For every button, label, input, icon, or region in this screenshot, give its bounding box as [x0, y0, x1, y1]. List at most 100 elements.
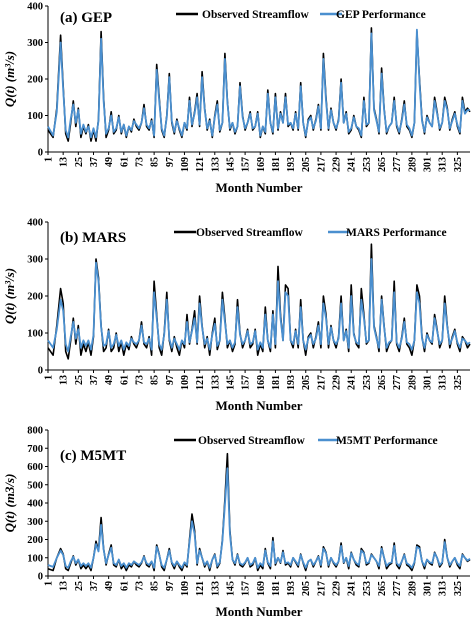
y-tick-label: 0 — [38, 572, 43, 583]
x-tick-label: 301 — [423, 581, 434, 596]
y-tick-label: 500 — [27, 480, 43, 491]
x-tick-label: 61 — [119, 375, 130, 385]
x-tick-label: 37 — [89, 375, 100, 385]
x-tick-label: 217 — [316, 375, 327, 390]
x-tick-label: 325 — [453, 581, 464, 596]
x-tick-label: 37 — [89, 157, 100, 167]
y-tick-label: 200 — [27, 535, 43, 546]
x-tick-label: 277 — [392, 581, 403, 596]
x-tick-label: 25 — [74, 157, 85, 167]
y-tick-label: 400 — [27, 218, 43, 229]
x-tick-label: 85 — [150, 375, 161, 385]
x-tick-label: 109 — [180, 581, 191, 596]
x-tick-label: 229 — [332, 581, 343, 596]
x-tick-label: 109 — [180, 375, 191, 390]
y-tick-label: 300 — [27, 38, 43, 49]
x-tick-label: 133 — [210, 375, 221, 390]
x-tick-label: 193 — [286, 157, 297, 172]
legend-entry: Observed Streamflow — [196, 227, 303, 239]
x-tick-label: 73 — [134, 157, 145, 167]
panel-title: (c) M5MT — [60, 448, 126, 464]
x-tick-label: 265 — [377, 157, 388, 172]
y-tick-label: 100 — [27, 329, 43, 340]
x-tick-label: 145 — [225, 375, 236, 390]
y-tick-label: 0 — [38, 366, 43, 377]
x-tick-label: 265 — [377, 375, 388, 390]
x-tick-label: 277 — [392, 375, 403, 390]
panel-title: (a) GEP — [60, 10, 112, 26]
x-tick-label: 25 — [74, 581, 85, 591]
x-tick-label: 85 — [150, 581, 161, 591]
legend-entry: GEP Performance — [336, 9, 426, 21]
x-tick-label: 73 — [134, 581, 145, 591]
x-tick-label: 121 — [195, 157, 206, 172]
x-tick-label: 325 — [453, 157, 464, 172]
x-tick-label: 193 — [286, 581, 297, 596]
y-axis-label: Q(t) (m³/s) — [2, 51, 17, 107]
x-tick-label: 313 — [438, 157, 449, 172]
x-tick-label: 97 — [165, 157, 176, 167]
y-tick-label: 0 — [38, 148, 43, 159]
x-tick-label: 73 — [134, 375, 145, 385]
y-axis-label: Q(t) (m3/s) — [2, 474, 17, 533]
x-tick-label: 205 — [301, 375, 312, 390]
x-tick-label: 97 — [165, 581, 176, 591]
x-tick-label: 193 — [286, 375, 297, 390]
x-tick-label: 205 — [301, 581, 312, 596]
x-tick-label: 265 — [377, 581, 388, 596]
x-tick-label: 85 — [150, 157, 161, 167]
x-tick-label: 145 — [225, 581, 236, 596]
panel-title: (b) MARS — [60, 230, 126, 246]
x-axis-label: Month Number — [215, 180, 302, 195]
x-tick-label: 313 — [438, 375, 449, 390]
x-tick-label: 1 — [44, 375, 55, 380]
x-tick-label: 301 — [423, 375, 434, 390]
x-tick-label: 121 — [195, 581, 206, 596]
x-tick-label: 121 — [195, 375, 206, 390]
x-tick-label: 25 — [74, 375, 85, 385]
x-tick-label: 61 — [119, 157, 130, 167]
x-tick-label: 217 — [316, 581, 327, 596]
y-tick-label: 700 — [27, 444, 43, 455]
x-tick-label: 181 — [271, 157, 282, 172]
x-tick-label: 253 — [362, 375, 373, 390]
x-tick-label: 181 — [271, 581, 282, 596]
x-tick-label: 289 — [407, 581, 418, 596]
x-tick-label: 325 — [453, 375, 464, 390]
y-tick-label: 200 — [27, 292, 43, 303]
series-line-model — [47, 28, 470, 139]
x-axis-label: Month Number — [215, 604, 302, 619]
x-tick-label: 253 — [362, 581, 373, 596]
legend-entry: Observed Streamflow — [202, 9, 309, 21]
x-tick-label: 1 — [44, 581, 55, 586]
x-tick-label: 157 — [241, 157, 252, 172]
x-tick-label: 133 — [210, 581, 221, 596]
y-tick-label: 100 — [27, 553, 43, 564]
x-tick-label: 289 — [407, 157, 418, 172]
x-tick-label: 241 — [347, 581, 358, 596]
x-tick-label: 277 — [392, 157, 403, 172]
x-tick-label: 169 — [256, 375, 267, 390]
x-tick-label: 157 — [241, 375, 252, 390]
x-tick-label: 169 — [256, 581, 267, 596]
y-tick-label: 100 — [27, 111, 43, 122]
x-tick-label: 181 — [271, 375, 282, 390]
x-tick-label: 109 — [180, 157, 191, 172]
y-tick-label: 400 — [27, 499, 43, 510]
x-tick-label: 229 — [332, 375, 343, 390]
x-tick-label: 169 — [256, 157, 267, 172]
series-line-model — [47, 467, 471, 569]
x-tick-label: 13 — [59, 581, 70, 591]
y-tick-label: 300 — [27, 255, 43, 266]
x-tick-label: 241 — [347, 375, 358, 390]
series-line-model — [47, 258, 471, 353]
legend-entry: MARS Performance — [346, 227, 447, 239]
x-tick-label: 313 — [438, 581, 449, 596]
x-tick-label: 157 — [241, 581, 252, 596]
x-tick-label: 217 — [316, 157, 327, 172]
x-tick-label: 13 — [59, 157, 70, 167]
x-tick-label: 289 — [407, 375, 418, 390]
x-tick-label: 13 — [59, 375, 70, 385]
